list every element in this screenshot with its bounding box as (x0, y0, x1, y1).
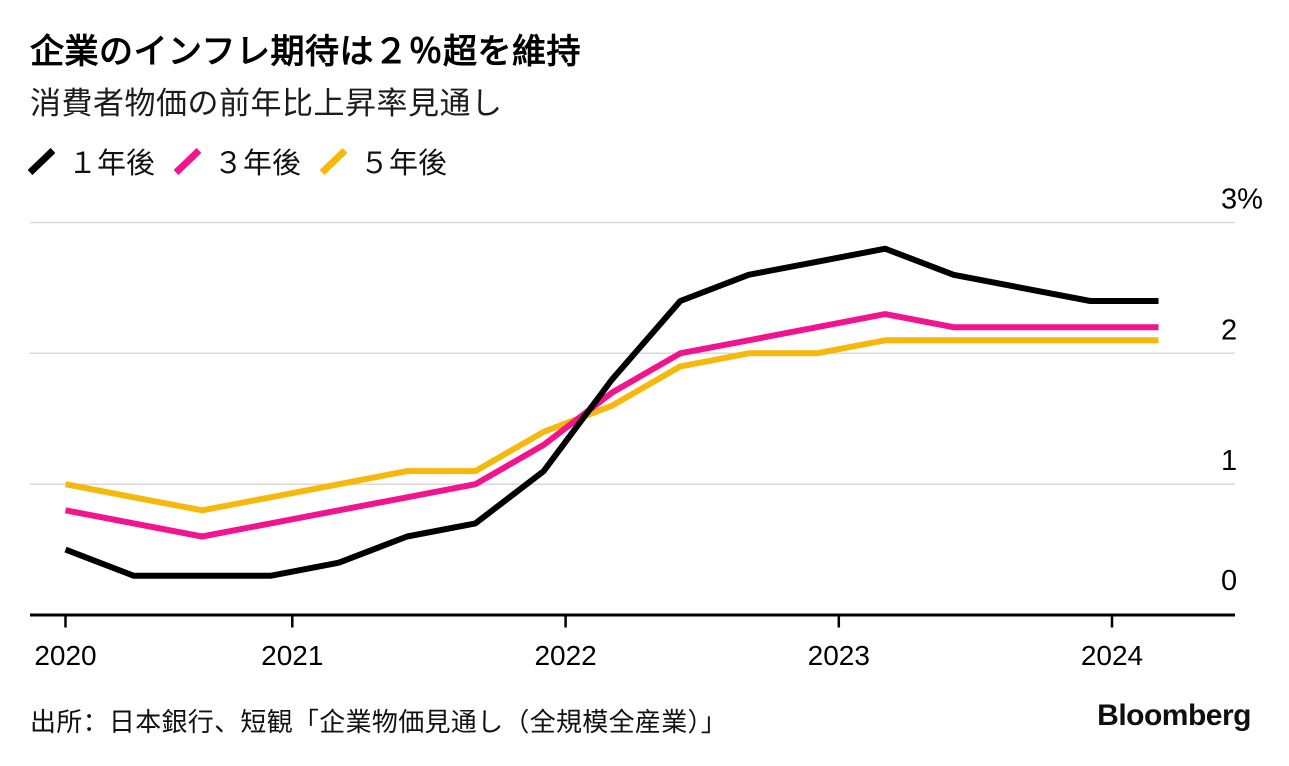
chart-legend: １年後 ３年後 ５年後 (28, 140, 447, 182)
series-line-3y (64, 311, 1159, 540)
y-tick-label-2: 2 (1221, 314, 1237, 346)
legend-marker-5y (320, 147, 348, 175)
legend-marker-3y (174, 147, 202, 175)
series-line-5y (64, 337, 1159, 514)
bloomberg-logo: Bloomberg (1097, 699, 1251, 732)
x-tick-label-2020: 2020 (34, 640, 96, 671)
y-tick-label-1: 1 (1221, 445, 1237, 477)
legend-slash-icon (320, 147, 348, 175)
legend-item-5y: ５年後 (320, 140, 447, 182)
x-tick-label-2021: 2021 (261, 640, 323, 671)
legend-slash-icon (28, 147, 55, 175)
legend-item-1y: １年後 (28, 140, 155, 182)
legend-item-3y: ３年後 (174, 140, 301, 182)
legend-marker-1y (28, 147, 55, 175)
source-note: 出所：日本銀行、短観「企業物価見通し（全規模全産業）」 (30, 707, 728, 737)
legend-label-3y: ３年後 (214, 148, 302, 180)
chart-title: 企業のインフレ期待は２％超を維持 (30, 33, 581, 71)
x-tick-label-2024: 2024 (1081, 640, 1143, 671)
y-tick-label-3%: 3% (1221, 184, 1263, 216)
chart-subtitle: 消費者物価の前年比上昇率見通し (30, 86, 503, 121)
legend-slash-icon (174, 147, 202, 175)
x-tick-label-2022: 2022 (534, 640, 596, 671)
legend-label-1y: １年後 (68, 148, 156, 180)
y-tick-label-0: 0 (1221, 565, 1237, 597)
x-tick-label-2023: 2023 (808, 640, 870, 671)
series-line-1y (64, 245, 1159, 579)
legend-label-5y: ５年後 (360, 148, 448, 180)
